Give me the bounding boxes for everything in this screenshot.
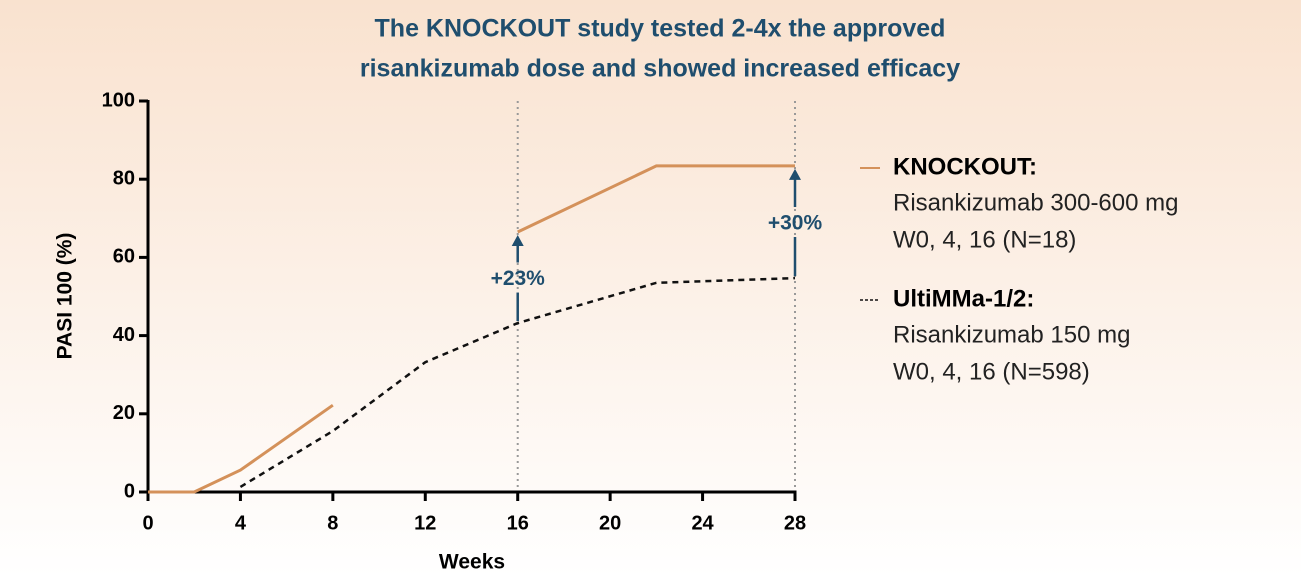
x-tick-label: 0	[142, 512, 153, 534]
y-tick-label: 20	[113, 402, 135, 424]
x-axis-label: Weeks	[439, 551, 505, 574]
legend-description: W0, 4, 16 (N=18)	[893, 226, 1076, 253]
y-axis-label: PASI 100 (%)	[54, 233, 77, 360]
legend-label: KNOCKOUT:	[893, 153, 1037, 180]
arrow-head	[511, 234, 524, 246]
x-tick-label: 20	[599, 512, 621, 534]
y-tick-label: 0	[124, 480, 135, 502]
x-tick-label: 16	[507, 512, 529, 534]
series-line	[148, 164, 795, 494]
y-tick-label: 40	[113, 324, 135, 346]
annotation: +23%	[491, 267, 546, 290]
legend-label: UltiMMa-1/2:	[893, 285, 1034, 312]
x-tick-label: 8	[327, 512, 338, 534]
x-tick-label: 12	[414, 512, 436, 534]
x-tick-label: 4	[235, 512, 247, 534]
x-tick-label: 28	[784, 512, 806, 534]
legend-description: W0, 4, 16 (N=598)	[893, 358, 1090, 385]
annotation: +30%	[768, 212, 823, 235]
legend-description: Risankizumab 300-600 mg	[893, 189, 1178, 216]
chart-title: risankizumab dose and showed increased e…	[360, 55, 960, 83]
series-line	[239, 276, 796, 488]
chart-title: The KNOCKOUT study tested 2-4x the appro…	[375, 15, 946, 43]
arrow-head	[789, 168, 801, 180]
y-tick-label: 60	[113, 246, 135, 268]
y-tick-label: 80	[113, 167, 135, 189]
y-tick-label: 100	[102, 89, 135, 111]
x-tick-label: 24	[691, 512, 714, 534]
legend-description: Risankizumab 150 mg	[893, 321, 1130, 348]
